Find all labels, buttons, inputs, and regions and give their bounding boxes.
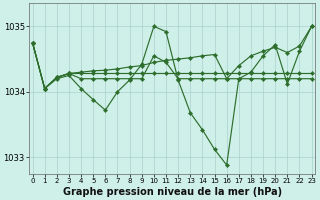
X-axis label: Graphe pression niveau de la mer (hPa): Graphe pression niveau de la mer (hPa) <box>62 187 282 197</box>
